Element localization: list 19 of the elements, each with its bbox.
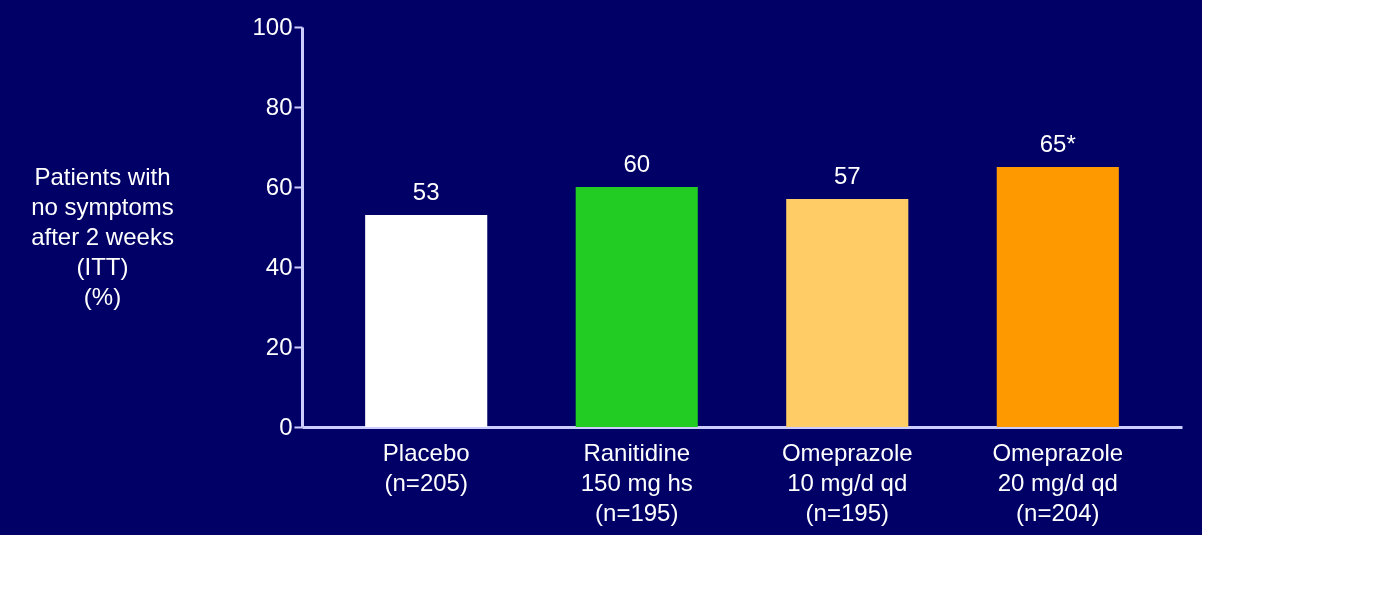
y-tick-label: 0 xyxy=(279,412,293,440)
x-tick-label: Ranitidine 150 mg hs (n=195) xyxy=(580,438,693,526)
y-tick-label: 60 xyxy=(265,172,293,200)
x-tick-label: Omeprazole 10 mg/d qd (n=195) xyxy=(781,438,913,526)
y-axis-title: Patients with no symptoms after 2 weeks (ITT) (%) xyxy=(31,162,174,310)
bar xyxy=(365,215,488,427)
data-label: 65* xyxy=(1039,130,1076,157)
x-tick-label: Placebo (n=205) xyxy=(382,438,470,496)
y-tick-label: 20 xyxy=(265,332,293,360)
y-tick-label: 100 xyxy=(252,12,293,40)
y-tick-label: 80 xyxy=(265,92,293,120)
data-label: 57 xyxy=(833,162,861,189)
bar xyxy=(786,199,909,427)
data-label: 53 xyxy=(412,178,440,205)
x-tick-label: Omeprazole 20 mg/d qd (n=204) xyxy=(992,438,1124,526)
bar xyxy=(575,187,698,427)
y-tick-label: 40 xyxy=(265,252,293,280)
bar xyxy=(996,167,1119,427)
data-label: 60 xyxy=(623,150,651,177)
